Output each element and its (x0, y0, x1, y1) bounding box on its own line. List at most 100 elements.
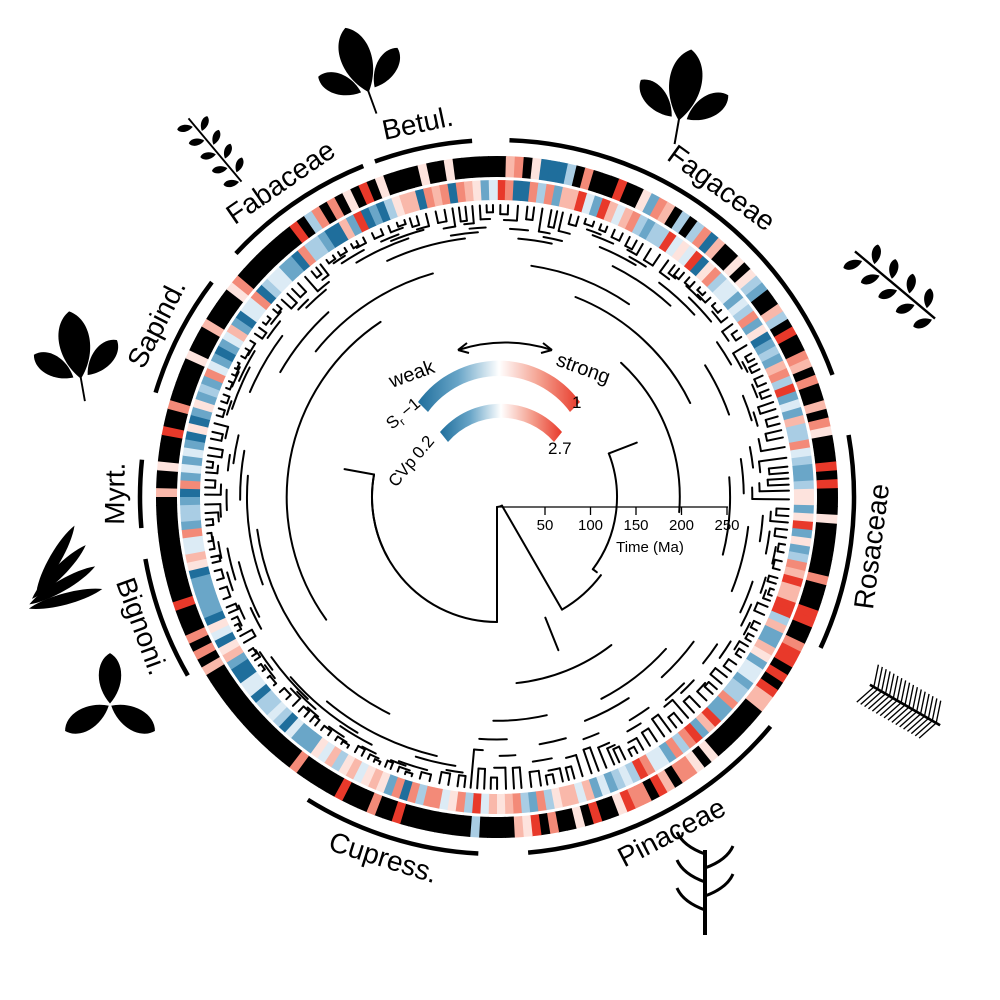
time-tick-label: 50 (537, 517, 554, 534)
sr-ring-cell (765, 360, 787, 377)
sr-ring-cell (488, 180, 498, 201)
sr-ring-cell (382, 773, 398, 796)
tree-connector (598, 246, 637, 267)
sr-ring-cell (374, 771, 391, 793)
tree-tip (228, 608, 239, 614)
sr-ring-cell (214, 345, 237, 363)
sr-ring-cell (711, 695, 733, 716)
sr-ring-cell (180, 471, 201, 482)
tree-tip (557, 211, 564, 232)
tree-connector (696, 293, 707, 304)
tree-tip (777, 542, 787, 546)
cvp-ring-cell (452, 157, 465, 180)
cvp-ring-cell (704, 734, 726, 757)
tree-tip (469, 748, 476, 789)
tree-tip (258, 326, 268, 334)
tree-tip (213, 422, 230, 428)
palmate-leaf-icon (64, 652, 156, 735)
tree-connector (221, 409, 226, 419)
tree-tip (504, 766, 508, 790)
tree-connector (340, 249, 365, 265)
sr-ring-cell (390, 776, 406, 799)
sr-ring-cell (180, 519, 202, 531)
sr-ring-cell (190, 573, 213, 588)
cvp-ring-cell (656, 769, 676, 793)
tree-tip (750, 368, 761, 374)
sr-ring-cell (732, 671, 754, 691)
tree-connector (667, 711, 675, 719)
tree-connector (386, 237, 466, 262)
cvp-ring-cell (383, 172, 399, 196)
tree-tip (759, 408, 777, 415)
tree-tip (457, 206, 462, 223)
tree-connector (547, 225, 555, 229)
sr-ring-cell (255, 284, 277, 305)
cvp-ring-cell (792, 611, 816, 629)
tree-connector (327, 257, 337, 265)
time-tick-label: 200 (669, 517, 694, 534)
cvp-ring-cell (642, 193, 661, 217)
tree-tip (253, 655, 262, 662)
tree-connector (289, 676, 359, 734)
tree-connector (626, 248, 638, 256)
tree-tip (647, 727, 658, 743)
tree-connector (610, 236, 621, 242)
sr-ring-cell (757, 631, 780, 649)
tree-connector (757, 460, 762, 474)
sr-ring-cell (793, 488, 815, 498)
sr-ring-cell (406, 190, 421, 213)
sr-ring-cell (324, 226, 343, 248)
sr-ring-cell (218, 337, 241, 356)
cvp-ring-cell (765, 311, 789, 331)
sr-ring-cell (180, 487, 201, 497)
cvp-ring-cell (391, 169, 407, 193)
cvp-ring-cell (242, 710, 265, 732)
tree-tip (315, 266, 323, 276)
tree-tip (314, 718, 321, 727)
family-label-myrt: Myrt. (99, 462, 131, 524)
cvp-ring-cell (750, 685, 773, 706)
tree-tip (209, 437, 223, 442)
tree-connector (265, 317, 272, 326)
tree-connector (730, 525, 750, 593)
tree-tip (528, 771, 533, 788)
sr-ring-cell (245, 296, 267, 317)
cvp-ring-cell (185, 626, 209, 644)
cvp-ring-cell (156, 469, 179, 481)
sr-ring-cell (304, 240, 324, 262)
tree-connector (231, 366, 251, 410)
cvp-ring-cell (170, 390, 193, 407)
tree-connector (498, 754, 517, 757)
tree-connector (473, 748, 484, 752)
sr-max-label: 1 (572, 393, 581, 412)
tree-tip (734, 652, 743, 659)
tree-connector (468, 226, 487, 230)
tree-connector (766, 574, 771, 583)
cvp-ring-cell (684, 750, 705, 774)
cvp-ring-cell (785, 350, 809, 368)
tree-connector (290, 301, 298, 310)
cvp-ring-cell (157, 451, 180, 464)
sr-ring-cell (360, 207, 377, 229)
cvp-ring-cell (789, 358, 813, 376)
tree-connector (226, 453, 231, 472)
cvp-ring-cell (470, 156, 482, 178)
cvp-ring-cell (205, 663, 229, 683)
cvp-ring-cell (611, 178, 629, 202)
sr-ring-cell (398, 779, 413, 801)
tree-branch (501, 504, 563, 611)
tree-connector (332, 254, 346, 265)
tree-tip (722, 665, 733, 673)
tree-tip (617, 745, 627, 761)
cvp-max-label: 2.7 (548, 439, 572, 458)
tree-tip (682, 700, 695, 714)
tree-connector (373, 233, 385, 240)
tree-tip (204, 478, 217, 482)
tree-tip (642, 247, 652, 261)
tree-connector (250, 628, 257, 638)
tree-tip (756, 382, 767, 388)
cvp-ring-cell (478, 816, 489, 838)
tree-connector (682, 695, 691, 703)
tree-connector (440, 771, 452, 775)
tree-connector (696, 288, 704, 297)
